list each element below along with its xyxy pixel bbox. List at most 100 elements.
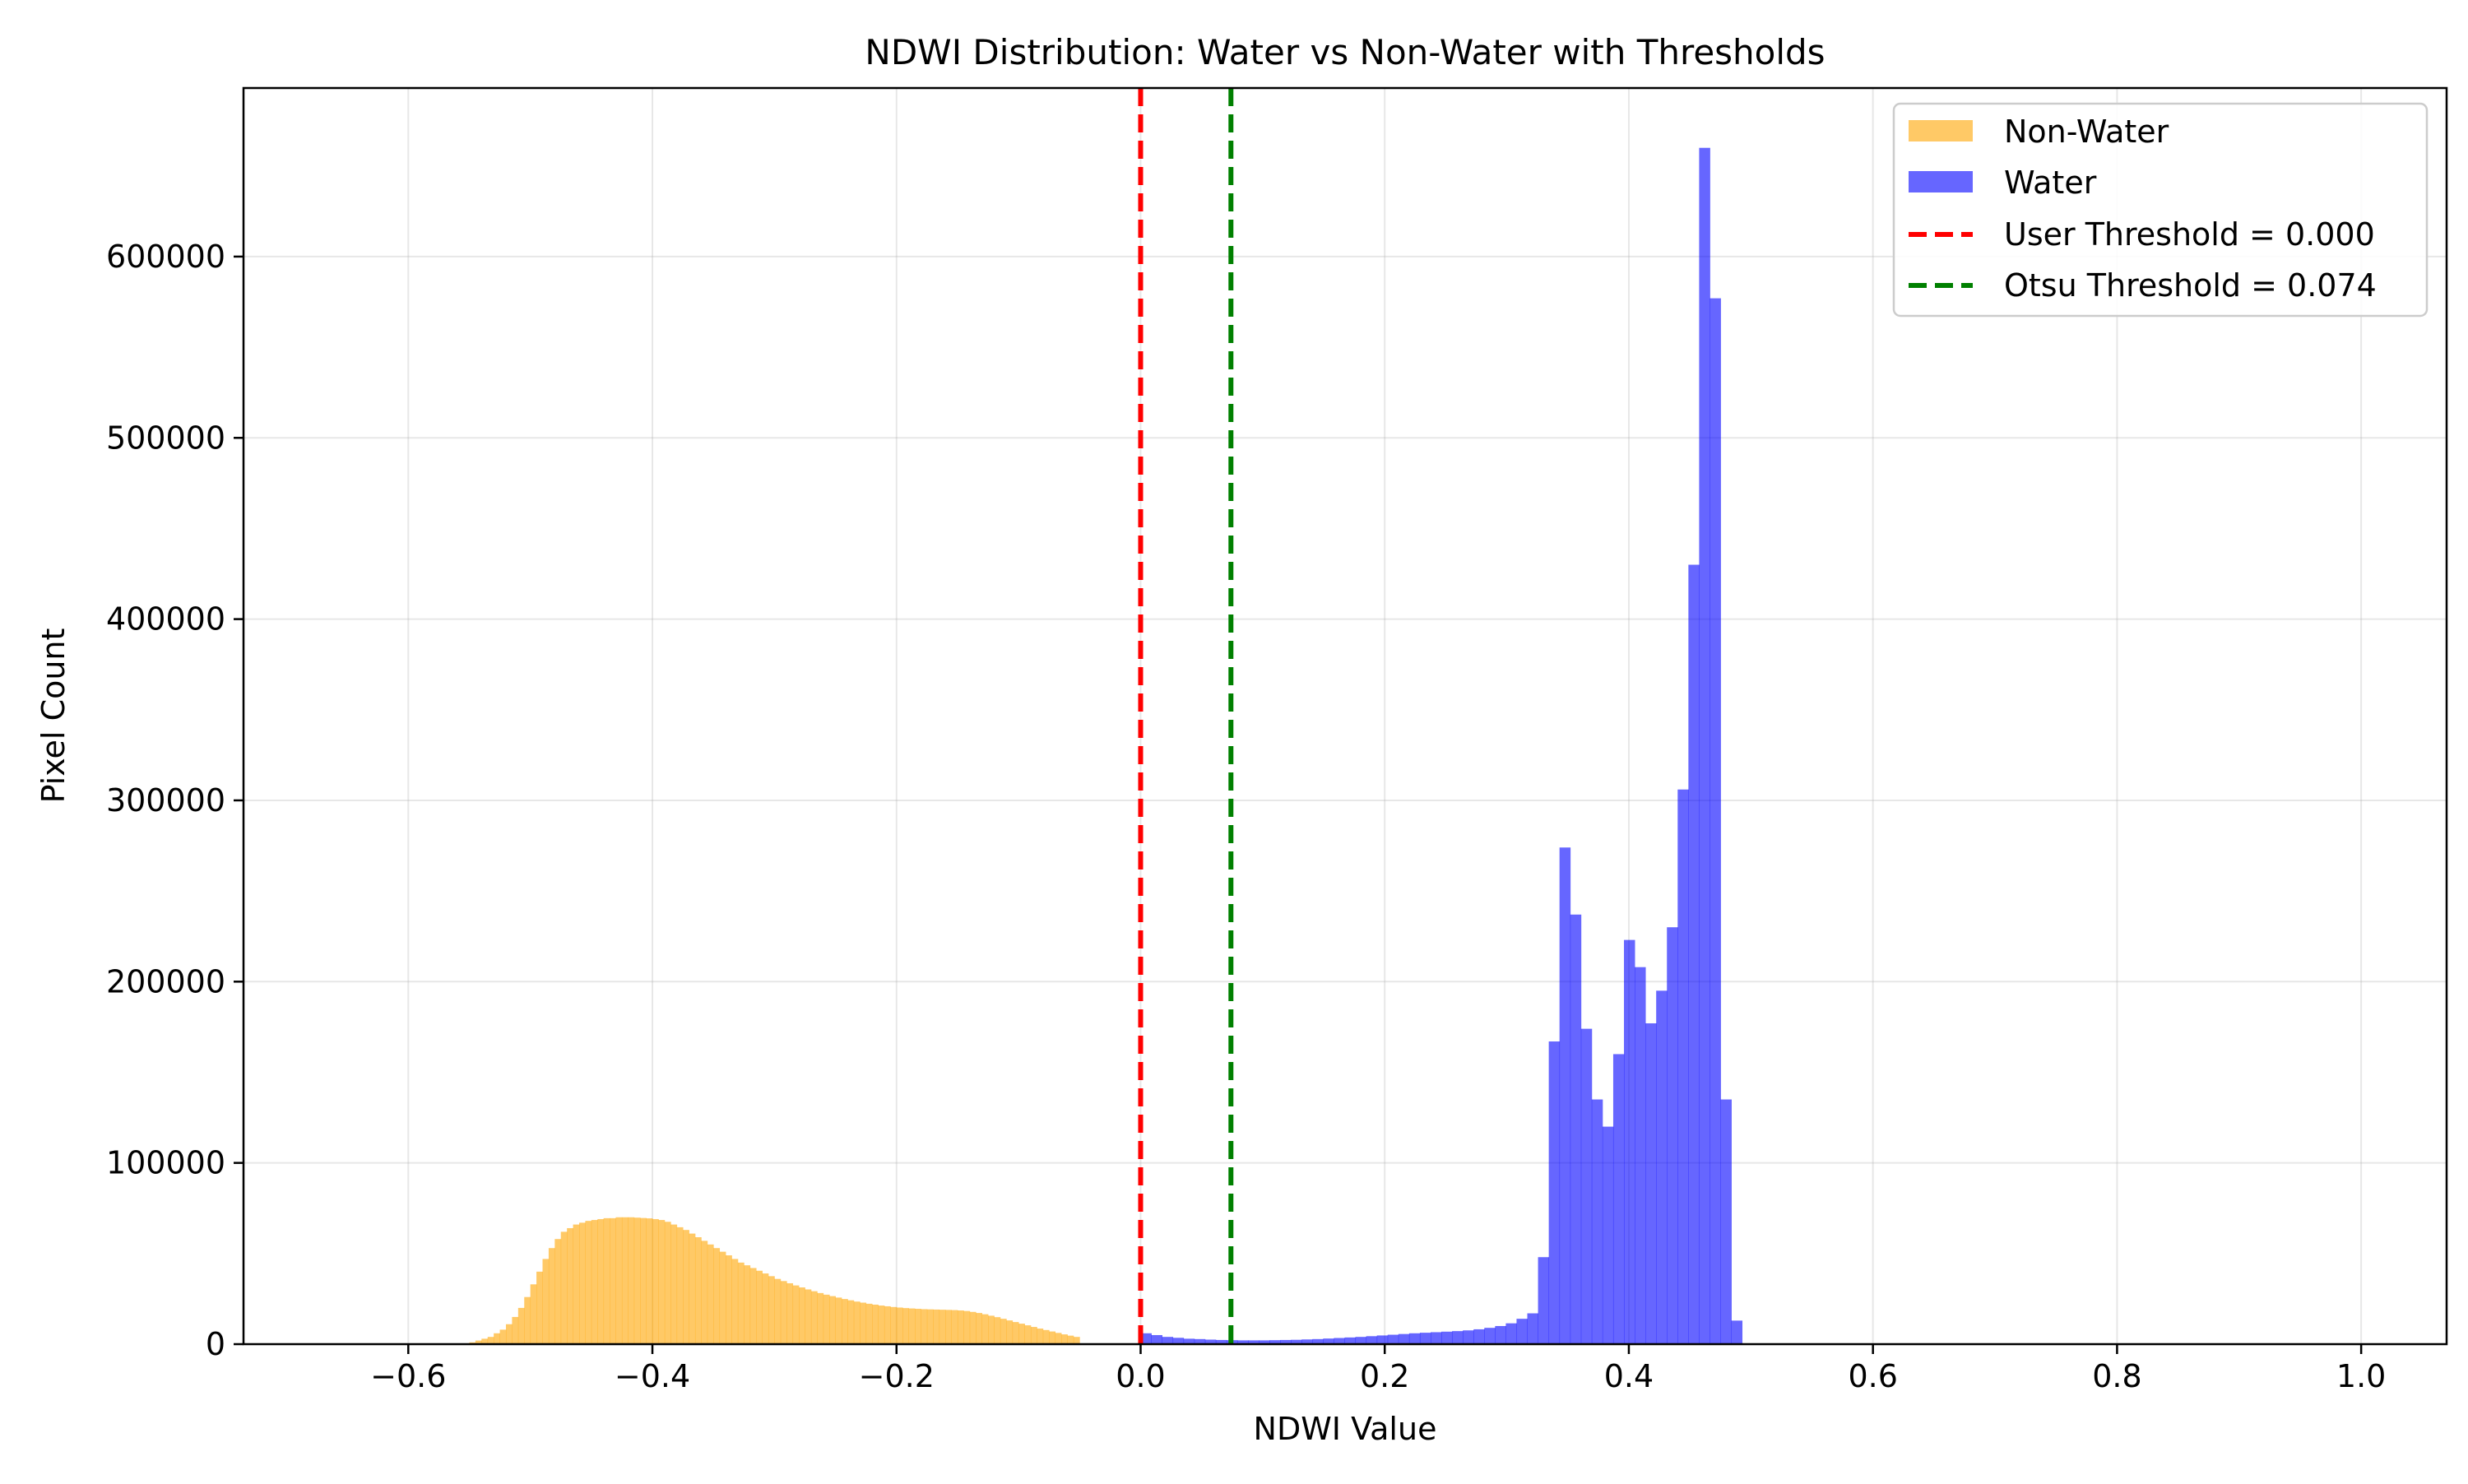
histogram-bar-non-water [969, 1311, 977, 1344]
histogram-bar-non-water [908, 1308, 916, 1344]
histogram-bar-water [1538, 1257, 1550, 1344]
histogram-bar-non-water [884, 1305, 891, 1344]
histogram-bar-non-water [731, 1259, 739, 1344]
histogram-bar-non-water [1006, 1320, 1014, 1344]
histogram-bar-non-water [567, 1227, 573, 1344]
histogram-bar-non-water [988, 1315, 995, 1344]
y-axis-label: Pixel Count [35, 628, 72, 804]
histogram-bar-non-water [799, 1287, 805, 1344]
histogram-bar-non-water [860, 1302, 867, 1344]
histogram-bar-non-water [896, 1307, 903, 1344]
histogram-bar-non-water [670, 1224, 678, 1344]
histogram-bar-non-water [517, 1307, 525, 1344]
histogram-bar-non-water [1042, 1329, 1050, 1344]
histogram-bar-non-water [524, 1296, 531, 1344]
histogram-bar-non-water [579, 1222, 586, 1344]
histogram-bar-non-water [585, 1221, 592, 1344]
histogram-bar-water [1387, 1334, 1399, 1344]
histogram-bar-non-water [530, 1284, 537, 1344]
histogram-bar-non-water [926, 1309, 934, 1344]
histogram-bar-water [1204, 1339, 1217, 1344]
histogram-bar-water [1419, 1333, 1431, 1344]
histogram-bar-non-water [810, 1291, 818, 1344]
x-tick-label: −0.4 [615, 1358, 690, 1394]
y-tick-label: 100000 [106, 1145, 225, 1181]
histogram-bar-water [1624, 939, 1635, 1344]
histogram-bar-water [1291, 1339, 1302, 1344]
histogram-bar-water [1688, 564, 1700, 1344]
x-tick-label: 1.0 [2336, 1358, 2386, 1394]
histogram-bar-non-water [835, 1297, 842, 1344]
histogram-bar-non-water [744, 1265, 751, 1344]
histogram-bar-water [1312, 1338, 1324, 1344]
histogram-bar-water [1463, 1330, 1474, 1344]
histogram-bar-non-water [1000, 1319, 1007, 1344]
histogram-bar-non-water [902, 1308, 909, 1344]
histogram-bar-non-water [921, 1309, 928, 1344]
histogram-bar-non-water [915, 1309, 921, 1344]
histogram-bar-non-water [805, 1289, 812, 1344]
histogram-bar-non-water [560, 1231, 568, 1344]
histogram-bar-non-water [1073, 1337, 1080, 1344]
histogram-bar-water [1376, 1335, 1389, 1344]
histogram-bar-non-water [591, 1220, 598, 1344]
histogram-bar-water [1635, 967, 1646, 1344]
x-tick-label: 0.2 [1360, 1358, 1409, 1394]
histogram-bar-non-water [823, 1294, 830, 1344]
x-tick-label: 0.0 [1116, 1358, 1165, 1394]
histogram-bar-non-water [658, 1220, 666, 1344]
histogram-bar-water [1408, 1333, 1421, 1344]
x-tick-label: 0.8 [2092, 1358, 2141, 1394]
histogram-bar-non-water [951, 1310, 958, 1344]
histogram-bar-non-water [945, 1310, 952, 1344]
histogram-bar-non-water [683, 1230, 689, 1344]
histogram-bar-water [1215, 1339, 1227, 1344]
histogram-bar-water [1484, 1328, 1496, 1344]
y-tick-label: 300000 [106, 782, 225, 819]
histogram-bar-non-water [487, 1337, 494, 1344]
histogram-bar-non-water [719, 1251, 726, 1344]
histogram-bar-non-water [633, 1217, 641, 1344]
histogram-bar-non-water [1024, 1325, 1032, 1344]
histogram-bar-water [1151, 1334, 1162, 1344]
histogram-bar-water [1580, 1028, 1593, 1344]
histogram-bar-non-water [664, 1222, 671, 1344]
histogram-bar-water [1140, 1333, 1152, 1344]
y-tick-label: 600000 [106, 239, 225, 275]
histogram-bar-non-water [713, 1248, 721, 1344]
histogram-bar-water [1344, 1337, 1357, 1344]
histogram-bar-water [1259, 1340, 1270, 1344]
histogram-bar-non-water [1018, 1324, 1025, 1344]
histogram-bar-water [1645, 1023, 1657, 1344]
histogram-bar-non-water [689, 1233, 696, 1344]
legend-label-non-water: Non-Water [2004, 114, 2169, 150]
histogram-bar-non-water [841, 1299, 848, 1344]
y-tick-label: 500000 [106, 420, 225, 456]
histogram-bar-non-water [481, 1338, 489, 1344]
histogram-bar-non-water [621, 1217, 629, 1344]
histogram-bar-water [1516, 1319, 1528, 1344]
legend-label-otsu-threshold: Otsu Threshold = 0.074 [2004, 267, 2377, 304]
y-tick-label: 200000 [106, 963, 225, 999]
histogram-bar-non-water [1012, 1322, 1019, 1344]
histogram-bar-non-water [646, 1218, 653, 1344]
y-tick-label: 400000 [106, 601, 225, 638]
histogram-bar-water [1366, 1336, 1378, 1344]
histogram-bar-water [1162, 1337, 1174, 1344]
legend-swatch-water [1909, 171, 1973, 192]
x-axis-ticks: −0.6 −0.4 −0.2 0.0 0.2 0.4 0.6 0.8 1.0 [370, 1344, 2386, 1394]
histogram-bar-non-water [542, 1259, 550, 1344]
chart-title: NDWI Distribution: Water vs Non-Water wi… [865, 32, 1825, 72]
histogram-bar-non-water [1061, 1334, 1068, 1344]
histogram-bar-water [1473, 1329, 1485, 1344]
histogram-bar-non-water [786, 1282, 794, 1344]
histogram-bar-non-water [872, 1304, 879, 1344]
histogram-bar-non-water [676, 1227, 684, 1344]
histogram-bar-water [1248, 1340, 1260, 1344]
histogram-bar-water [1172, 1338, 1185, 1344]
histogram-bar-water [1591, 1099, 1603, 1344]
bars-layer [469, 147, 1743, 1345]
histogram-bar-non-water [505, 1324, 513, 1344]
